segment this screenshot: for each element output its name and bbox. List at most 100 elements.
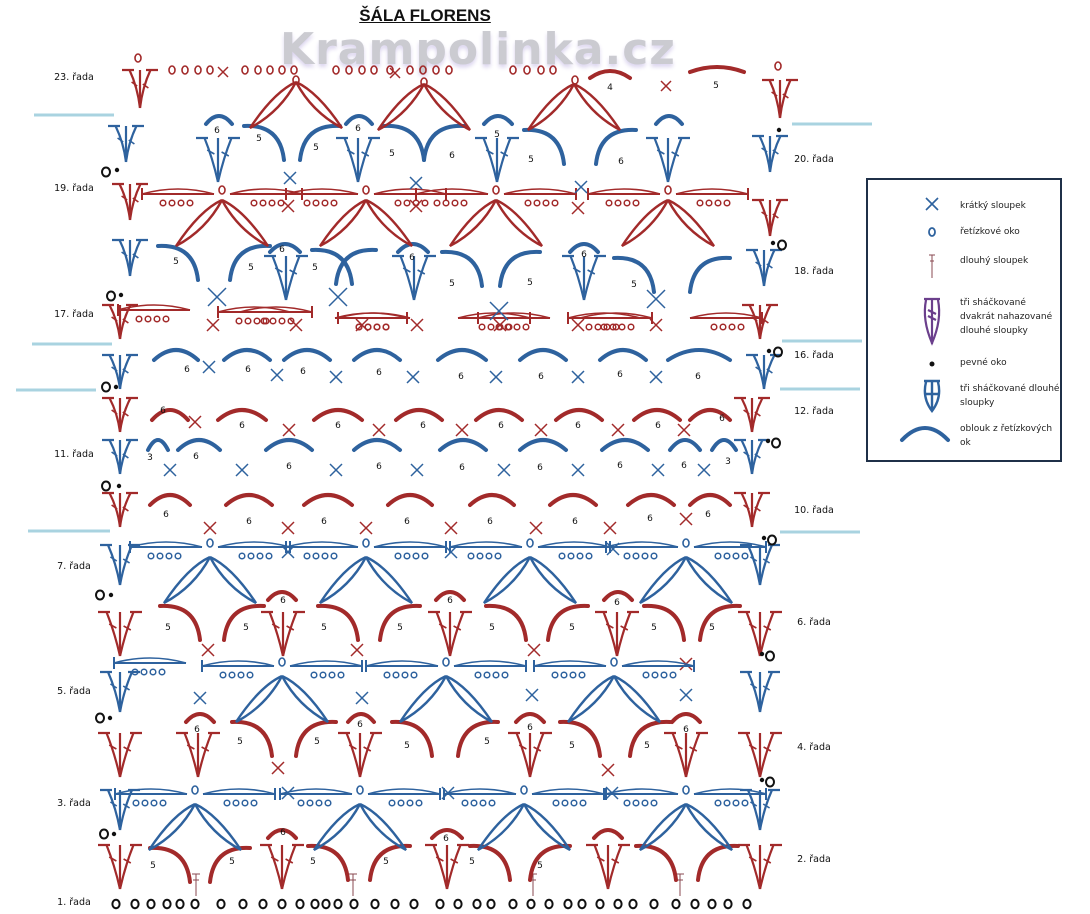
oval-icon	[278, 65, 286, 75]
ring-icon	[773, 346, 783, 358]
horizontal-stitch-arc	[693, 788, 767, 795]
chain-oval-black	[472, 898, 482, 910]
oval-icon	[206, 65, 214, 75]
leaf-stitch	[522, 802, 571, 852]
cross-icon	[697, 463, 711, 477]
leaf-stitch	[639, 555, 688, 605]
chain-arc	[222, 348, 272, 362]
leaf-stitch	[449, 198, 498, 248]
chain-arc	[266, 828, 298, 840]
chain-arc	[310, 247, 354, 286]
ring-icon	[106, 290, 116, 302]
cluster-stitch	[748, 304, 762, 340]
leaf-stitch	[249, 80, 298, 130]
oval-icon	[406, 65, 414, 75]
cluster-stitch	[758, 844, 775, 890]
horizontal-stitch-arc	[587, 188, 661, 195]
cluster-stitch	[746, 789, 762, 831]
chain-count: 5	[631, 280, 637, 290]
chain-arc	[264, 438, 314, 452]
chain-oval	[162, 315, 170, 323]
chain-oval-black	[295, 898, 305, 910]
horizontal-stitch-arc	[285, 188, 359, 195]
oval-icon	[420, 77, 428, 87]
cross-icon	[571, 370, 585, 384]
chain-arc	[688, 493, 732, 507]
chain-oval	[324, 799, 332, 807]
chain-oval	[551, 199, 559, 207]
cluster-bar	[674, 744, 698, 752]
chain-oval	[186, 199, 194, 207]
chain-count: 3	[147, 453, 153, 463]
chain-count: 6	[572, 517, 578, 527]
chain-oval	[321, 552, 329, 560]
chain-arc	[176, 438, 222, 452]
chain-count: 6	[695, 372, 701, 382]
cluster-bar	[755, 261, 773, 269]
chain-oval	[485, 552, 493, 560]
ring-icon	[765, 776, 775, 788]
leaf-stitch	[175, 198, 224, 248]
chain-count: 4	[607, 83, 613, 93]
chain-oval-black	[130, 898, 140, 910]
chain-oval-black	[216, 898, 226, 910]
cross-icon	[329, 370, 343, 384]
chain-oval	[321, 199, 329, 207]
chain-arc	[334, 247, 378, 286]
cluster-stitch	[746, 671, 762, 713]
cross-icon	[188, 415, 202, 429]
chain-arc	[666, 348, 732, 362]
cluster-stitch	[105, 732, 122, 778]
cluster-stitch	[432, 844, 449, 890]
cluster-stitch	[762, 354, 776, 390]
horizontal-stitch-arc	[453, 660, 527, 667]
cross-icon	[289, 318, 303, 332]
cross-icon	[605, 786, 619, 800]
chain-oval-black	[111, 898, 121, 910]
cross-icon	[606, 542, 620, 556]
cluster-stitch	[108, 439, 122, 475]
cluster-stitch	[606, 844, 623, 890]
row-label: 5. řada	[57, 686, 91, 697]
chain-count: 6	[194, 725, 200, 735]
chain-oval	[558, 552, 566, 560]
chain-oval-black	[190, 898, 200, 910]
chain-oval-black	[333, 898, 343, 910]
chain-oval	[241, 799, 249, 807]
chain-count: 6	[498, 421, 504, 431]
chain-arc	[626, 493, 676, 507]
chain-oval	[714, 799, 722, 807]
chain-count: 6	[617, 370, 623, 380]
chain-oval	[632, 552, 640, 560]
chain-count: 6	[409, 253, 415, 263]
horizontal-stitch-arc	[373, 188, 447, 195]
chain-oval-black	[258, 898, 268, 910]
cluster-stitch	[758, 732, 775, 778]
cluster-stitch	[750, 492, 764, 528]
chain-oval	[641, 799, 649, 807]
chain-oval-black	[486, 898, 496, 910]
cross-icon	[282, 423, 296, 437]
chain-oval	[714, 199, 722, 207]
chain-arc	[344, 114, 374, 126]
chain-arc	[422, 123, 466, 162]
horizontal-stitch-arc	[531, 788, 605, 795]
chain-count: 6	[160, 406, 166, 416]
chain-oval	[246, 671, 254, 679]
cluster-stitch	[216, 137, 233, 183]
cluster-stitch	[528, 732, 545, 778]
cluster-stitch	[118, 354, 132, 390]
cluster-stitch	[203, 137, 220, 183]
chain-oval	[476, 552, 484, 560]
chain-arc	[378, 603, 422, 642]
ring-icon	[99, 828, 109, 840]
chain-arc	[266, 590, 298, 602]
chain-oval	[605, 199, 613, 207]
horizontal-stitch-arc	[367, 788, 441, 795]
cross-icon	[410, 463, 424, 477]
chain-oval	[421, 552, 429, 560]
chain-arc	[628, 719, 672, 758]
cluster-stitch	[615, 611, 632, 657]
cluster-stitch	[745, 844, 762, 890]
cross-icon	[649, 370, 663, 384]
